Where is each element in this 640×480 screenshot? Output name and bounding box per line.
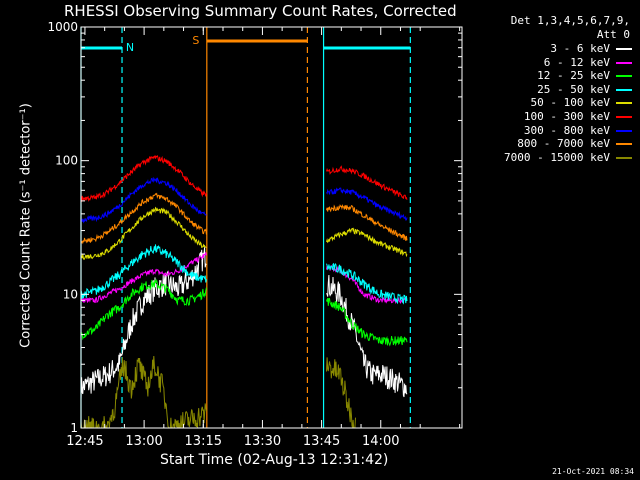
legend-item-label: 3 - 6 keV: [550, 42, 610, 55]
y-tick-label: 1: [70, 421, 78, 435]
legend-header-attenuator: Att 0: [596, 28, 630, 41]
x-axis-label: Start Time (02-Aug-13 12:31:42): [160, 452, 389, 468]
y-tick-label: 1000: [47, 20, 78, 34]
y-tick-label: 10: [63, 287, 78, 301]
legend-item: 12 - 25 keV: [472, 69, 632, 83]
series-line-3-6-kev: [80, 247, 408, 400]
legend-item: 50 - 100 keV: [472, 96, 632, 110]
legend: 3 - 6 keV 6 - 12 keV 12 - 25 keV 25 - 50 ke…: [472, 42, 632, 164]
legend-item: 25 - 50 keV: [472, 83, 632, 97]
series-line-800-7000-kev: [80, 192, 408, 245]
x-tick-label: 14:00: [362, 434, 399, 449]
legend-item-label: 100 - 300 keV: [523, 109, 610, 123]
legend-item-label: 50 - 100 keV: [530, 96, 610, 110]
legend-item: 100 - 300 keV: [472, 110, 632, 124]
legend-item-swatch: [616, 102, 632, 105]
annotation-n: N: [126, 41, 134, 54]
series-line-25-50-kev: [80, 244, 408, 305]
legend-item-label: 300 - 800 keV: [523, 123, 610, 137]
annotation-s: S: [192, 34, 199, 47]
legend-item: 7000 - 15000 keV: [472, 151, 632, 165]
legend-item-label: 7000 - 15000 keV: [504, 150, 610, 164]
series-line-12-25-kev: [80, 278, 408, 347]
x-tick-label: 12:45: [66, 434, 103, 449]
series-line-300-800-kev: [80, 176, 408, 224]
y-axis-label: Corrected Count Rate (s⁻¹ detector⁻¹): [18, 103, 34, 348]
legend-item-swatch: [616, 143, 632, 146]
datestamp: 21-Oct-2021 08:34: [552, 467, 634, 476]
legend-item: 800 - 7000 keV: [472, 137, 632, 151]
legend-item-swatch: [616, 115, 632, 118]
legend-item-swatch: [616, 129, 632, 132]
legend-item: 6 - 12 keV: [472, 56, 632, 70]
x-tick-label: 13:45: [303, 434, 340, 449]
legend-item-swatch: [616, 48, 632, 50]
y-tick-label: 100: [55, 154, 78, 168]
x-tick-label: 13:00: [125, 434, 162, 449]
legend-item: 3 - 6 keV: [472, 42, 632, 56]
legend-item-label: 25 - 50 keV: [537, 82, 610, 96]
x-tick-label: 13:30: [244, 434, 281, 449]
legend-item-label: 800 - 7000 keV: [517, 137, 610, 151]
x-tick-label: 13:15: [185, 434, 222, 449]
series-line-100-300-kev: [80, 154, 408, 203]
legend-item-label: 12 - 25 keV: [537, 69, 610, 83]
legend-item-label: 6 - 12 keV: [543, 55, 610, 69]
plot-frame: [80, 26, 463, 429]
legend-item-swatch: [616, 75, 632, 78]
chart-title: RHESSI Observing Summary Count Rates, Co…: [64, 2, 457, 20]
series-line-7000-15000-kev: [80, 355, 356, 429]
legend-header-detectors: Det 1,3,4,5,6,7,9,: [510, 14, 630, 27]
legend-item: 300 - 800 keV: [472, 124, 632, 138]
legend-item-swatch: [616, 88, 632, 91]
series-line-50-100-kev: [80, 206, 408, 261]
legend-item-swatch: [616, 156, 632, 159]
legend-item-swatch: [616, 61, 632, 64]
